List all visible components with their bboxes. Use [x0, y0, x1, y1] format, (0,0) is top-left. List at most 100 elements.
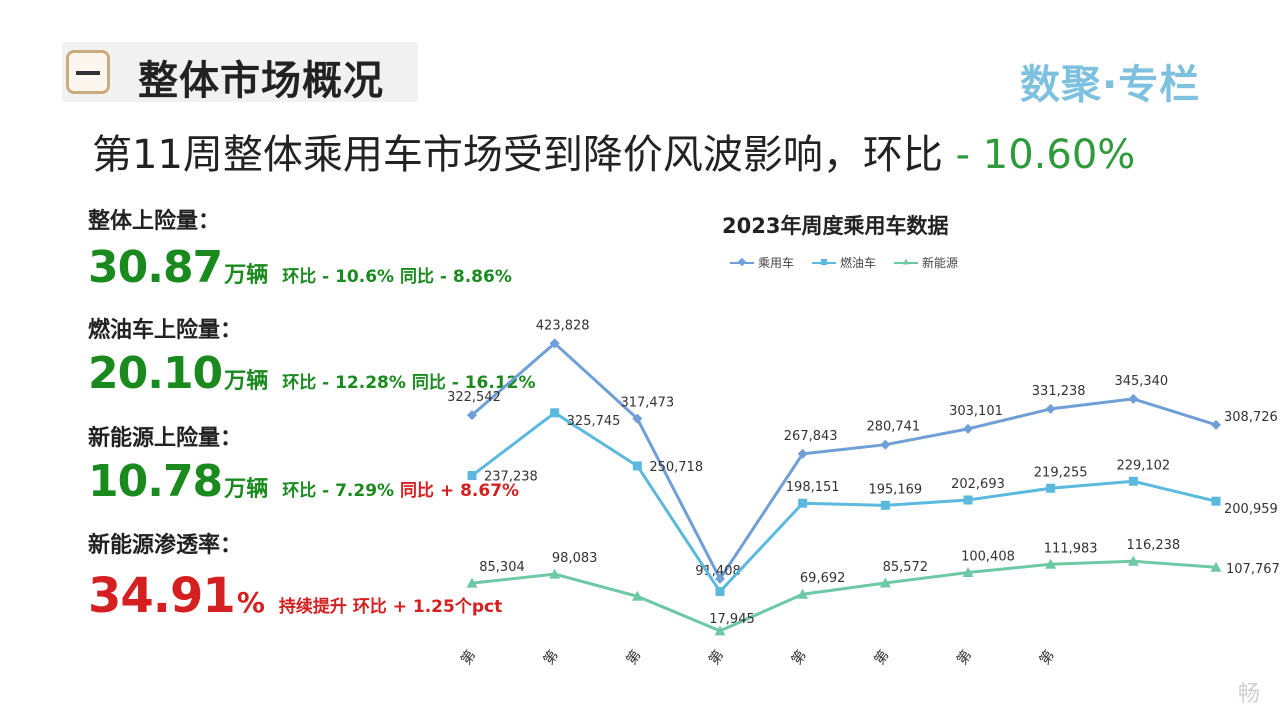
data-label-passenger: 91,408 — [695, 564, 741, 579]
data-point-fuel — [550, 408, 560, 418]
data-point-nev — [879, 577, 891, 588]
data-label-passenger: 280,741 — [866, 420, 920, 435]
data-point-passenger — [715, 573, 725, 584]
metric-penetration-unit: % — [236, 586, 265, 619]
series-line-fuel — [471, 411, 1217, 594]
data-point-passenger — [632, 413, 643, 424]
data-label-nev: 100,408 — [961, 549, 1015, 564]
data-point-passenger — [963, 423, 973, 434]
data-point-nev — [962, 566, 974, 577]
data-label-passenger: 345,340 — [1114, 374, 1168, 389]
metric-fuel-note: 环比 - 12.28% 同比 - 16.12% — [282, 373, 536, 393]
data-label-nev: 111,983 — [1044, 541, 1098, 556]
legend-item-passenger: 乘用车 — [730, 254, 794, 271]
headline-text: 第11周整体乘用车市场受到降价风波影响，环比 — [92, 132, 943, 178]
chart-legend: 乘用车 燃油车 新能源 — [730, 254, 958, 271]
data-point-passenger — [549, 338, 560, 349]
data-label-fuel: 325,745 — [567, 414, 621, 429]
brand-logo-text: 数聚·专栏 — [1020, 62, 1201, 108]
data-label-nev: 98,083 — [552, 551, 598, 566]
legend-swatch-nev — [894, 258, 919, 265]
data-label-passenger: 308,726 — [1224, 410, 1278, 425]
metric-penetration: 34.91% 持续提升 环比 + 1.25个pct — [88, 568, 502, 624]
section-number-box — [66, 50, 110, 94]
data-point-fuel — [1128, 476, 1138, 486]
metric-nev-value: 10.78 — [88, 456, 223, 507]
data-label-fuel: 200,959 — [1224, 502, 1278, 517]
data-label-fuel: 229,102 — [1116, 458, 1170, 473]
data-label-passenger: 303,101 — [949, 404, 1003, 419]
legend-swatch-passenger — [730, 257, 754, 266]
data-point-fuel — [467, 471, 477, 481]
headline-highlight: - 10.60% — [942, 132, 1136, 178]
legend-item-fuel: 燃油车 — [812, 254, 876, 271]
metric-total-note: 环比 - 10.6% 同比 - 8.86% — [282, 267, 512, 287]
data-label-passenger: 331,238 — [1032, 384, 1086, 399]
metric-fuel-unit: 万辆 — [224, 369, 269, 394]
x-tick-label: 第 — [1036, 647, 1058, 668]
metric-label-penetration: 新能源渗透率： — [88, 533, 243, 558]
data-label-passenger: 267,843 — [784, 429, 838, 444]
x-tick-label: 第 — [871, 647, 893, 668]
data-label-passenger: 423,828 — [536, 318, 590, 333]
legend-item-nev: 新能源 — [894, 254, 958, 271]
data-point-nev — [1127, 555, 1139, 566]
watermark-text: 畅 — [1238, 682, 1261, 707]
data-label-fuel: 237,238 — [484, 470, 538, 485]
data-point-passenger — [797, 448, 808, 459]
data-point-passenger — [880, 439, 891, 450]
data-point-fuel — [715, 587, 725, 597]
data-point-passenger — [1211, 419, 1221, 430]
data-point-nev — [466, 577, 478, 588]
legend-label-passenger: 乘用车 — [758, 256, 795, 270]
metric-total-unit: 万辆 — [224, 263, 269, 288]
data-point-fuel — [880, 500, 890, 510]
metric-fuel: 20.10万辆 环比 - 12.28% 同比 - 16.12% — [88, 348, 536, 399]
data-label-nev: 85,304 — [479, 560, 525, 575]
metric-nev-note-yoy: 同比 + 8.67% — [400, 481, 520, 501]
data-point-passenger — [467, 410, 477, 421]
metric-label-total: 整体上险量： — [88, 209, 221, 234]
section-header-band — [62, 42, 418, 102]
data-point-nev — [549, 568, 561, 579]
data-label-nev: 107,767 — [1226, 562, 1280, 577]
metric-label-fuel: 燃油车上险量： — [88, 318, 243, 343]
data-point-fuel — [798, 498, 808, 508]
data-label-nev: 69,692 — [800, 571, 846, 586]
chart-title: 2023年周度乘用车数据 — [722, 214, 949, 238]
x-tick-label: 第 — [705, 647, 727, 668]
metric-penetration-note-trend: 持续提升 — [278, 597, 353, 617]
section-title: 整体市场概况 — [138, 58, 384, 104]
data-label-passenger: 317,473 — [620, 396, 674, 411]
legend-label-fuel: 燃油车 — [840, 256, 877, 270]
data-label-fuel: 198,151 — [786, 480, 840, 495]
series-line-passenger — [471, 341, 1217, 581]
data-point-fuel — [632, 461, 642, 471]
data-point-fuel — [1046, 483, 1056, 493]
data-label-nev: 85,572 — [883, 560, 929, 575]
metric-penetration-note-mom: 环比 + 1.25个pct — [352, 597, 503, 617]
section-mark — [76, 71, 100, 75]
x-tick-label: 第 — [788, 647, 810, 668]
data-label-fuel: 219,255 — [1034, 465, 1088, 480]
data-point-nev — [1045, 558, 1057, 569]
x-tick-label: 第 — [457, 647, 479, 668]
data-point-nev — [714, 625, 726, 636]
data-point-fuel — [963, 495, 973, 505]
data-point-nev — [1210, 561, 1222, 572]
data-label-fuel: 195,169 — [868, 482, 922, 497]
data-label-nev: 116,238 — [1126, 538, 1180, 553]
data-point-nev — [631, 590, 643, 601]
data-label-fuel: 202,693 — [951, 477, 1005, 492]
metric-nev: 10.78万辆 环比 - 7.29% 同比 + 8.67% — [88, 456, 519, 507]
metric-nev-unit: 万辆 — [224, 477, 269, 502]
x-tick-label: 第 — [540, 647, 562, 668]
x-tick-label: 第 — [623, 647, 645, 668]
data-point-fuel — [1211, 496, 1221, 506]
metric-fuel-value: 20.10 — [88, 348, 223, 399]
data-label-fuel: 250,718 — [649, 460, 703, 475]
x-tick-label: 第 — [953, 647, 975, 668]
headline: 第11周整体乘用车市场受到降价风波影响，环比 - 10.60% — [92, 122, 1135, 180]
legend-swatch-fuel — [812, 258, 837, 265]
